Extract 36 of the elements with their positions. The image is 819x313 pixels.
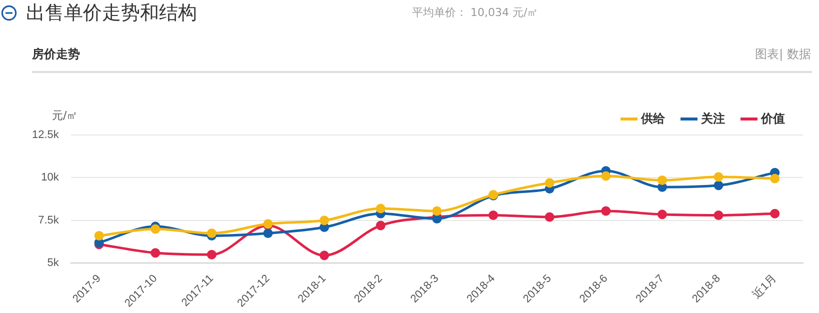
point [94,231,104,241]
point [263,228,273,238]
legend-label: 关注 [700,111,725,126]
point [601,206,611,216]
point [376,220,386,230]
text: 平均单价： 10,034 元/㎡ [412,5,538,20]
chart-subtitle: 房价走势 [32,46,80,63]
point [376,204,386,214]
y-tick-label: 5k [47,257,60,270]
point [544,212,554,222]
point [150,248,160,258]
point [320,250,330,260]
point [770,174,780,184]
legend-label: 价值 [760,111,785,126]
point [714,210,724,220]
point [770,208,780,218]
y-tick-label: 12.5k [32,129,60,142]
point [601,171,611,181]
point [206,250,216,260]
x-tick-label: 近1月 [750,272,780,301]
point [714,172,724,182]
point [432,206,442,216]
text: 图表| 数据 [755,46,811,63]
point [150,224,160,234]
point [657,210,667,220]
point [657,176,667,186]
point [320,216,330,226]
y-tick-label: 10k [41,172,60,184]
y-axis-title: 元/㎡ [52,108,78,123]
y-tick-label: 7.5k [38,214,60,226]
point [488,210,498,220]
point [714,180,724,190]
point [544,178,554,188]
legend-label: 供给 [640,111,666,126]
point [206,228,216,238]
chart-title: 出售单价走势和结构 [26,1,197,26]
